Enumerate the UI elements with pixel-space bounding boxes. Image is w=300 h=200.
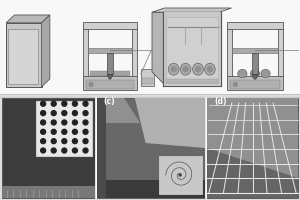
Bar <box>8 29 38 84</box>
Polygon shape <box>207 98 298 178</box>
Ellipse shape <box>250 69 260 78</box>
Ellipse shape <box>261 69 270 78</box>
Bar <box>88 48 132 53</box>
Circle shape <box>89 82 93 86</box>
Circle shape <box>62 148 67 153</box>
Bar <box>83 76 137 90</box>
Bar <box>141 69 154 86</box>
Bar <box>227 22 283 29</box>
Bar <box>97 98 106 198</box>
Bar <box>97 98 205 198</box>
Polygon shape <box>135 98 205 148</box>
Bar <box>36 101 92 156</box>
Ellipse shape <box>207 66 213 72</box>
Bar <box>132 29 137 76</box>
Bar <box>227 76 283 90</box>
Bar <box>164 12 221 86</box>
Circle shape <box>83 148 88 153</box>
Circle shape <box>83 139 88 144</box>
Circle shape <box>51 129 56 134</box>
Bar <box>83 22 137 29</box>
Bar <box>166 79 218 83</box>
Circle shape <box>83 111 88 116</box>
Bar <box>159 156 202 194</box>
Circle shape <box>62 139 67 144</box>
Ellipse shape <box>183 66 188 72</box>
Polygon shape <box>107 74 113 79</box>
Ellipse shape <box>195 66 201 72</box>
Bar <box>278 29 283 76</box>
Bar <box>97 180 205 198</box>
Circle shape <box>40 139 46 144</box>
Bar <box>252 53 258 74</box>
Bar <box>90 71 130 76</box>
Circle shape <box>40 129 46 134</box>
Bar <box>230 80 280 89</box>
Ellipse shape <box>205 63 215 75</box>
Circle shape <box>62 129 67 134</box>
Bar <box>2 98 95 198</box>
Circle shape <box>62 111 67 116</box>
Circle shape <box>179 174 181 176</box>
Circle shape <box>72 101 77 106</box>
Circle shape <box>51 101 56 106</box>
Polygon shape <box>97 98 140 123</box>
Bar <box>83 29 88 76</box>
Ellipse shape <box>171 66 177 72</box>
Polygon shape <box>252 74 258 79</box>
Bar <box>227 29 233 76</box>
Circle shape <box>40 148 46 153</box>
Bar <box>232 48 278 53</box>
Ellipse shape <box>180 63 191 75</box>
Ellipse shape <box>193 63 203 75</box>
Circle shape <box>72 148 77 153</box>
Circle shape <box>62 120 67 125</box>
Bar <box>6 23 41 87</box>
Circle shape <box>51 139 56 144</box>
Circle shape <box>72 120 77 125</box>
Circle shape <box>233 82 238 86</box>
Circle shape <box>51 148 56 153</box>
Circle shape <box>83 120 88 125</box>
Ellipse shape <box>238 69 247 78</box>
Polygon shape <box>6 15 50 23</box>
Circle shape <box>51 120 56 125</box>
Bar <box>166 17 218 83</box>
Circle shape <box>83 101 88 106</box>
Circle shape <box>40 120 46 125</box>
Text: (c): (c) <box>103 97 115 106</box>
Circle shape <box>62 101 67 106</box>
Circle shape <box>40 111 46 116</box>
Bar <box>107 53 113 74</box>
Circle shape <box>72 139 77 144</box>
Circle shape <box>72 129 77 134</box>
Bar <box>86 80 134 89</box>
Bar <box>164 12 221 86</box>
Polygon shape <box>41 15 50 87</box>
Text: (d): (d) <box>214 97 227 106</box>
Bar <box>142 78 153 84</box>
Polygon shape <box>152 12 164 84</box>
Circle shape <box>72 111 77 116</box>
Bar <box>207 98 298 198</box>
Circle shape <box>40 101 46 106</box>
Bar <box>2 186 95 198</box>
Circle shape <box>83 129 88 134</box>
Ellipse shape <box>168 63 179 75</box>
Polygon shape <box>152 8 232 12</box>
Circle shape <box>51 111 56 116</box>
